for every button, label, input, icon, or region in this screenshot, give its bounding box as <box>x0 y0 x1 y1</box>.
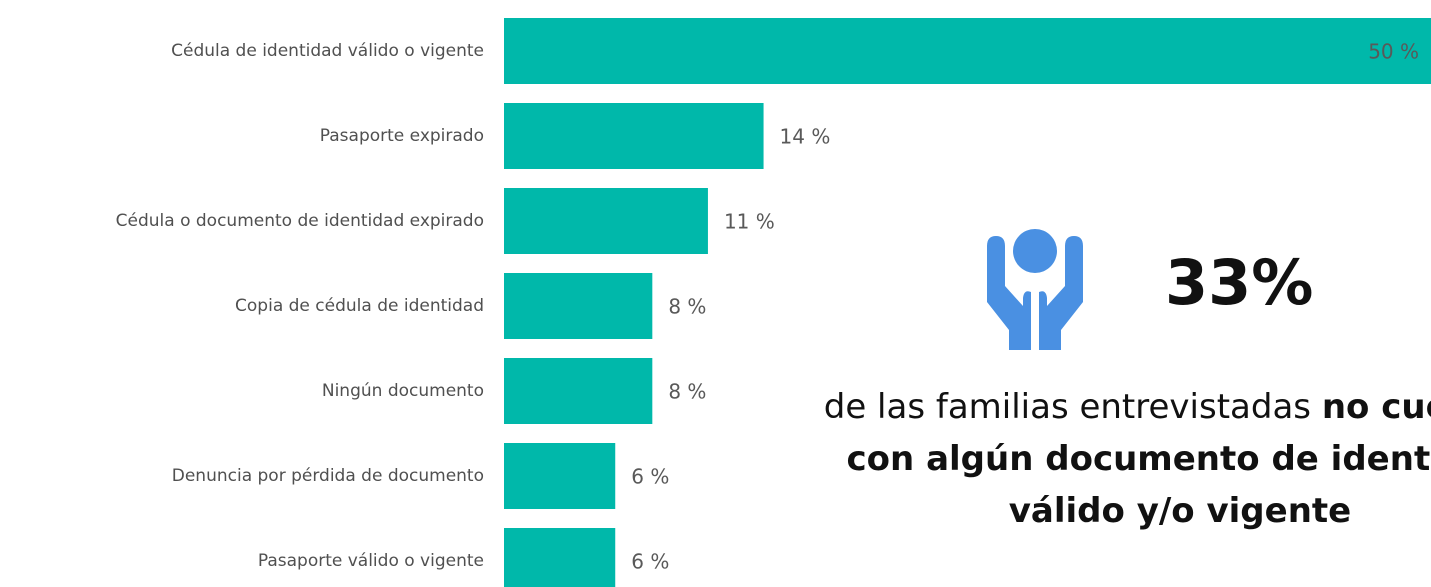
bar <box>504 443 616 509</box>
bar <box>504 18 1431 84</box>
value-label: 50 % <box>1368 40 1419 64</box>
annotation-bold: válido y/o vigente <box>1009 491 1351 531</box>
category-label: Pasaporte válido o vigente <box>258 551 484 571</box>
category-label: Copia de cédula de identidad <box>235 296 484 316</box>
bar <box>504 528 616 587</box>
bar <box>504 188 708 254</box>
bar <box>504 358 653 424</box>
value-label: 8 % <box>668 380 706 404</box>
bar <box>504 273 653 339</box>
value-label: 6 % <box>631 550 669 574</box>
annotation-bold: con algún documento de identidad <box>847 439 1431 479</box>
value-label: 14 % <box>780 125 831 149</box>
icon <box>987 229 1083 350</box>
annotation-text: de las familias entrevistadas <box>824 387 1311 427</box>
annotation-line: de las familias entrevistadas no cuentan <box>824 387 1431 427</box>
category-label: Denuncia por pérdida de documento <box>172 466 484 486</box>
bar <box>504 103 764 169</box>
value-label: 6 % <box>631 465 669 489</box>
category-label: Cédula o documento de identidad expirado <box>116 211 484 231</box>
annotation-figure: 33% <box>1165 246 1313 319</box>
category-label: Cédula de identidad válido o vigente <box>171 41 484 61</box>
category-label: Pasaporte expirado <box>320 126 484 146</box>
annotation-bold: no cuentan <box>1322 387 1431 427</box>
category-label: Ningún documento <box>322 381 484 401</box>
value-label: 8 % <box>668 295 706 319</box>
value-label: 11 % <box>724 210 775 234</box>
